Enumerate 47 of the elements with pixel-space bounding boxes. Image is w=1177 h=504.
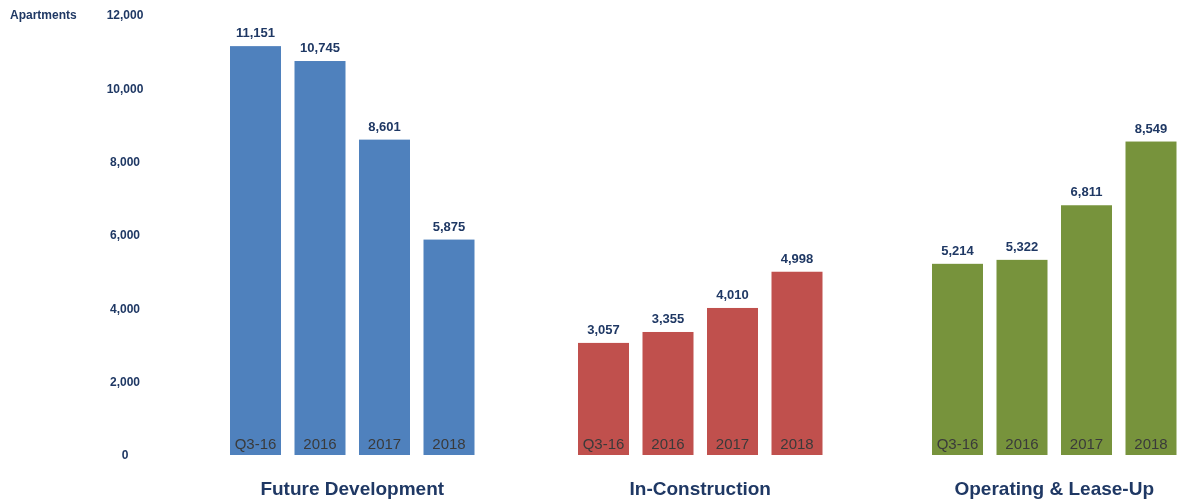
data-label: 5,214: [941, 242, 975, 258]
x-tick-label: Q3-16: [582, 435, 625, 452]
bar: [1125, 141, 1177, 455]
data-label: 8,549: [1134, 120, 1168, 136]
bar: [294, 61, 346, 455]
data-label: 6,811: [1070, 184, 1103, 200]
y-axis-title: Apartments: [10, 8, 78, 22]
y-tick-label: 8,000: [109, 155, 141, 170]
x-tick-label: 2016: [303, 435, 337, 452]
y-tick-label: 2,000: [109, 375, 141, 390]
data-label: 5,322: [1005, 238, 1039, 254]
y-tick-label: 6,000: [109, 228, 141, 243]
bar: [423, 239, 475, 455]
y-tick-label: 4,000: [109, 301, 141, 316]
y-tick-label: 12,000: [106, 8, 144, 23]
bar: [707, 307, 758, 455]
data-label: 5,875: [432, 218, 466, 234]
x-tick-label: 2018: [780, 435, 814, 452]
x-tick-label: 2017: [1069, 435, 1104, 452]
x-tick-label: Q3-16: [234, 435, 277, 452]
bar: [230, 46, 281, 455]
x-tick-label: 2017: [715, 435, 750, 452]
x-tick-label: 2018: [1134, 435, 1168, 452]
bar: [642, 331, 694, 455]
x-axis-title: Operating & Lease-Up: [954, 478, 1155, 499]
x-tick-label: Q3-16: [936, 435, 979, 452]
data-label: 8,601: [368, 118, 401, 134]
data-label: 4,998: [780, 250, 814, 266]
y-tick-label: 0: [121, 448, 129, 463]
data-label: 10,745: [300, 40, 340, 56]
x-tick-label: 2016: [651, 435, 685, 452]
bar: [1061, 205, 1112, 455]
x-tick-label: 2018: [432, 435, 466, 452]
bar: [771, 271, 823, 455]
y-tick-label: 10,000: [106, 81, 144, 96]
data-label: 3,057: [587, 321, 620, 337]
x-axis-title: In-Construction: [629, 478, 771, 499]
bar: [932, 263, 983, 455]
data-label: 3,355: [651, 310, 685, 326]
data-label: 4,010: [716, 286, 749, 302]
data-label: 11,151: [235, 25, 276, 41]
x-tick-label: 2016: [1005, 435, 1039, 452]
bar: [359, 139, 410, 455]
x-axis-title: Future Development: [260, 478, 445, 499]
x-tick-label: 2017: [367, 435, 402, 452]
bar: [578, 342, 629, 455]
bar: [996, 259, 1048, 455]
